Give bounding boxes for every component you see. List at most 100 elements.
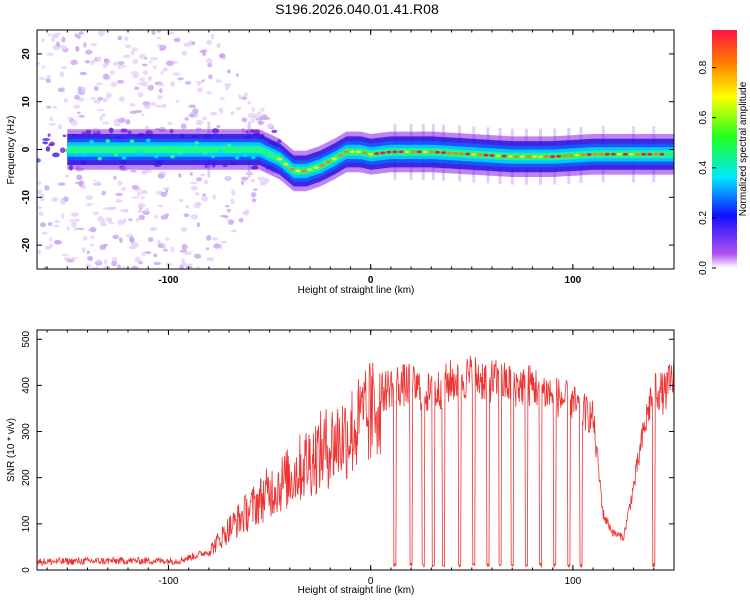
- spectral-noise-blob: [226, 69, 231, 74]
- spectral-noise-blob: [113, 123, 121, 127]
- spectral-noise-blob: [253, 188, 258, 191]
- y-tick-label: 400: [21, 377, 32, 394]
- spectral-noise-blob: [140, 189, 148, 195]
- ridge-peak: [653, 152, 659, 156]
- spectral-noise-blob: [37, 158, 41, 163]
- spectral-noise-blob: [90, 59, 96, 66]
- ridge-peak: [501, 154, 507, 158]
- spectral-noise-blob: [49, 116, 54, 122]
- spectral-noise-blob: [219, 53, 226, 59]
- spectral-noise-blob: [196, 222, 201, 228]
- spectral-noise-blob: [177, 77, 184, 81]
- spectral-noise-blob: [130, 170, 138, 173]
- spectral-noise-blob: [154, 214, 159, 219]
- spectral-noise-blob: [129, 237, 135, 244]
- spectral-noise-blob: [247, 100, 251, 105]
- spectral-noise-blob: [137, 203, 146, 208]
- ridge-peak: [89, 139, 94, 144]
- spectral-noise-blob: [46, 75, 51, 80]
- spectral-noise-blob: [181, 50, 188, 56]
- spectral-noise-blob: [183, 251, 192, 255]
- ridge-peak: [137, 151, 143, 155]
- ridge-peak: [507, 155, 513, 158]
- y-tick-label: 100: [21, 515, 32, 532]
- spectral-noise-blob: [86, 250, 91, 255]
- ridge-peak: [349, 150, 356, 154]
- spectral-noise-blob: [220, 214, 228, 218]
- ridge-peak: [519, 155, 525, 159]
- spectral-noise-blob: [197, 82, 201, 86]
- spectral-noise-blob: [141, 113, 145, 117]
- y-tick-label: 300: [21, 423, 32, 440]
- spectral-noise-blob: [78, 31, 84, 35]
- spectral-noise-blob: [102, 98, 108, 103]
- spectral-noise-blob: [151, 30, 156, 36]
- spectral-noise-blob: [47, 222, 53, 227]
- spectral-noise-blob: [42, 138, 51, 141]
- ridge-peak: [428, 150, 434, 154]
- spectrogram-x-axis: -100 0 100: [46, 30, 675, 286]
- spectral-noise-blob: [133, 86, 140, 91]
- spectral-noise-blob: [179, 264, 184, 269]
- spectral-noise-blob: [241, 96, 248, 101]
- spectral-noise-blob: [46, 52, 54, 56]
- spectral-noise-blob: [197, 87, 203, 93]
- spectral-noise-blob: [226, 208, 231, 213]
- spectral-noise-blob: [172, 72, 181, 76]
- ridge-peak: [404, 150, 410, 154]
- spectral-noise-blob: [158, 48, 165, 51]
- spectral-noise-blob: [210, 111, 218, 116]
- spectral-noise-blob: [175, 99, 180, 103]
- spectral-noise-blob: [267, 123, 274, 128]
- spectral-noise-blob: [113, 175, 117, 180]
- spectral-noise-blob: [250, 118, 255, 123]
- y-tick-label: 20: [21, 48, 32, 60]
- spectral-noise-blob: [47, 133, 51, 137]
- spectral-noise-blob: [181, 257, 185, 264]
- spectral-noise-blob: [76, 174, 83, 181]
- spectral-noise-blob: [75, 46, 79, 51]
- ridge-peak: [121, 156, 127, 160]
- spectral-noise-blob: [257, 176, 265, 181]
- spectral-noise-blob: [149, 60, 154, 64]
- spectral-noise-blob: [156, 36, 161, 40]
- spectral-noise-blob: [119, 65, 128, 68]
- spectral-noise-blob: [117, 219, 125, 226]
- spectral-noise-blob: [117, 35, 123, 41]
- spectral-noise-blob: [216, 125, 221, 129]
- ridge-peak: [154, 154, 159, 159]
- spectral-noise-blob: [102, 73, 110, 80]
- spectral-noise-blob: [89, 243, 95, 247]
- spectral-noise-blob: [173, 37, 181, 43]
- spectral-noise-blob: [131, 196, 140, 199]
- spectral-noise-blob: [96, 258, 101, 263]
- spectral-noise-blob: [60, 44, 67, 51]
- spectral-noise-blob: [83, 42, 87, 48]
- ridge-peak: [146, 138, 151, 143]
- spectral-noise-blob: [256, 111, 262, 116]
- ridge-peak: [178, 151, 183, 155]
- spectral-noise-blob: [99, 244, 107, 251]
- spectral-noise-blob: [122, 266, 127, 269]
- spectral-noise-blob: [129, 102, 136, 107]
- spectral-noise-blob: [226, 219, 231, 222]
- spectral-noise-blob: [147, 237, 154, 242]
- spectral-noise-blob: [72, 104, 81, 109]
- spectral-noise-blob: [101, 121, 110, 125]
- spectral-noise-blob: [118, 96, 125, 102]
- spectral-noise-blob: [160, 71, 164, 75]
- spectral-noise-blob: [144, 251, 152, 255]
- y-tick-label: 500: [21, 330, 32, 347]
- spectral-noise-blob: [52, 152, 60, 158]
- spectral-noise-blob: [131, 49, 135, 56]
- spectral-noise-blob: [57, 182, 66, 186]
- spectral-noise-blob: [97, 216, 104, 222]
- spectral-noise-blob: [215, 79, 222, 84]
- spectral-noise-blob: [60, 197, 64, 204]
- spectral-noise-blob: [41, 65, 46, 69]
- spectral-noise-blob: [59, 147, 66, 153]
- spectral-noise-blob: [195, 266, 201, 269]
- spectral-noise-blob: [62, 196, 69, 202]
- spectral-noise-blob: [85, 195, 94, 201]
